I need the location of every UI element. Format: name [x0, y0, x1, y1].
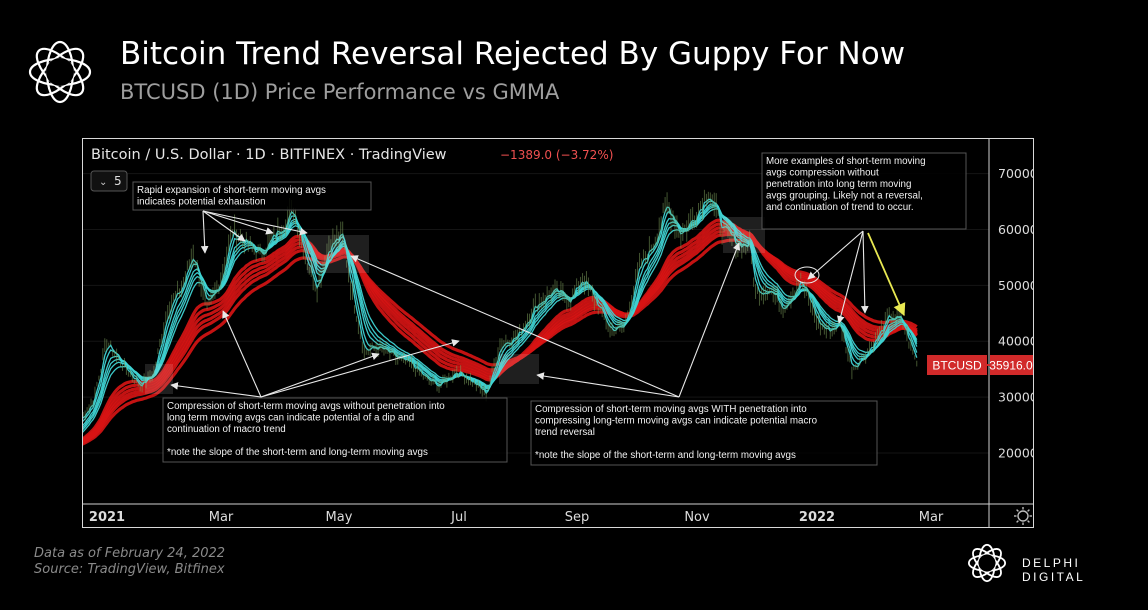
interval-value: 5	[114, 174, 122, 188]
price-chart: Rapid expansion of short-term moving avg…	[83, 139, 1033, 527]
annotation-arrow	[860, 230, 869, 314]
annotation-line: indicates potential exhaustion	[137, 197, 266, 208]
yellow-arrow	[867, 232, 906, 317]
y-tick-label: 50000.0	[998, 278, 1033, 293]
symbol-title: Bitcoin / U.S. Dollar · 1D · BITFINEX · …	[91, 147, 447, 163]
x-tick-label: Mar	[209, 510, 234, 525]
x-tick-label: Sep	[565, 510, 590, 525]
interval-badge[interactable]: ⌄ 5	[90, 170, 128, 192]
x-tick-label: May	[326, 510, 353, 525]
annotation-box: Compression of short-term moving avgs WI…	[530, 400, 878, 466]
annotation-line: long term moving avgs can indicate poten…	[167, 413, 414, 424]
long-term-ma-line	[83, 238, 918, 446]
x-tick-labels: 2021 Mar May Jul Sep Nov 2022 Mar	[89, 510, 944, 525]
short-term-ma-line	[83, 208, 918, 433]
x-tick-label: Jul	[450, 510, 467, 525]
annotation-group: Rapid expansion of short-term moving avg…	[132, 152, 967, 466]
annotation-line: *note the slope of the short-term and lo…	[167, 447, 428, 458]
annotation-arrow	[200, 210, 209, 254]
annotation-box: Compression of short-term moving avgs wi…	[162, 397, 508, 463]
y-tick-label: 30000.0	[998, 390, 1033, 405]
annotation-arrow	[202, 210, 246, 242]
annotation-line: compressing long-term moving avgs can in…	[535, 416, 818, 427]
annotation-line: and continuation of trend to occur.	[766, 202, 914, 213]
annotation-arrow	[170, 382, 262, 398]
annotation-line: avgs compression without	[766, 168, 879, 179]
annotation-line: penetration into long term moving	[766, 179, 911, 190]
last-price-badge: BTCUSD 35916.0	[927, 355, 1033, 375]
y-tick-label: 40000.0	[998, 334, 1033, 349]
delphi-logo-icon	[28, 40, 92, 104]
price-change: −1389.0 (−3.72%)	[500, 148, 613, 162]
x-tick-label: Mar	[919, 510, 944, 525]
annotation-box: Rapid expansion of short-term moving avg…	[132, 181, 372, 211]
long-term-ma-group	[83, 218, 918, 446]
chevron-down-icon: ⌄	[99, 177, 107, 188]
annotation-line: trend reversal	[535, 427, 595, 438]
x-tick-label: 2021	[89, 510, 125, 525]
annotation-arrow	[678, 242, 741, 398]
annotation-arrow	[536, 372, 680, 398]
long-term-ma-line	[83, 218, 918, 441]
brand-name: DELPHI DIGITAL	[1022, 556, 1086, 584]
compression-box	[307, 235, 369, 273]
annotation-arrow	[260, 352, 380, 398]
annotation-line: More examples of short-term moving	[766, 156, 926, 167]
last-price-value: 35916.0	[989, 359, 1033, 373]
settings-gear-icon[interactable]	[1014, 507, 1032, 525]
page-title: Bitcoin Trend Reversal Rejected By Guppy…	[120, 36, 906, 72]
annotation-arrow	[202, 210, 274, 235]
last-price-label: BTCUSD	[932, 359, 982, 373]
annotation-arrow	[202, 210, 308, 236]
data-date-note: Data as of February 24, 2022	[34, 546, 226, 561]
compression-box	[723, 217, 765, 253]
annotation-arrows	[170, 210, 906, 398]
x-tick-label: Nov	[684, 510, 710, 525]
highlight-circle	[794, 266, 820, 284]
annotation-arrow	[260, 339, 460, 398]
y-tick-labels: 70000.0 60000.0 50000.0 40000.0 30000.0 20000…	[998, 166, 1033, 460]
compression-highlight-boxes	[145, 217, 765, 394]
annotation-line: *note the slope of the short-term and lo…	[535, 450, 796, 461]
x-tick-label: 2022	[799, 510, 835, 525]
annotation-line: continuation of macro trend	[167, 424, 286, 435]
annotation-arrow	[350, 255, 680, 398]
y-tick-label: 70000.0	[998, 166, 1033, 181]
page-subtitle: BTCUSD (1D) Price Performance vs GMMA	[120, 80, 560, 104]
annotation-line: Compression of short-term moving avgs WI…	[535, 404, 807, 415]
annotation-line: Compression of short-term moving avgs wi…	[167, 401, 445, 412]
annotation-arrow	[837, 230, 864, 324]
delphi-brand-icon	[967, 543, 1007, 583]
compression-box	[499, 354, 539, 384]
data-source-note: Source: TradingView, Bitfinex	[34, 562, 225, 577]
annotation-arrow	[807, 230, 864, 280]
chart-panel: Rapid expansion of short-term moving avg…	[82, 138, 1034, 528]
annotation-line: Rapid expansion of short-term moving avg…	[137, 185, 326, 196]
y-tick-label: 60000.0	[998, 222, 1033, 237]
annotation-arrow	[222, 310, 262, 398]
y-tick-label: 20000.0	[998, 446, 1033, 461]
compression-box	[145, 364, 173, 394]
annotation-line: avgs grouping. Likely not a reversal,	[766, 191, 923, 202]
price-line-group	[83, 189, 918, 421]
